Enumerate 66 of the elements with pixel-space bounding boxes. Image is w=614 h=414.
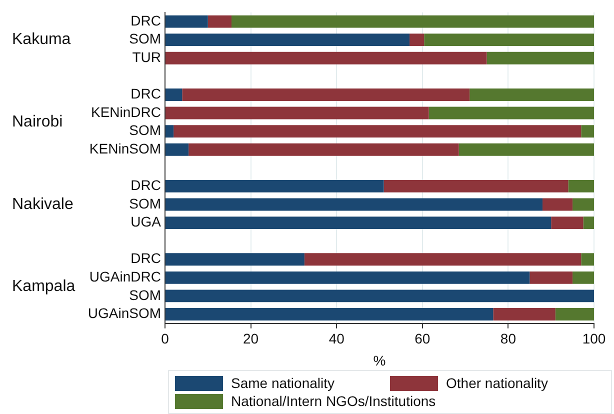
bar	[384, 180, 568, 192]
x-tick-label: 60	[414, 330, 430, 347]
y-tick-label: TUR	[132, 48, 161, 65]
bar	[572, 198, 594, 211]
bar	[530, 271, 573, 284]
bar	[166, 143, 189, 156]
bar	[551, 216, 584, 230]
x-tick-label: 40	[328, 330, 345, 347]
bar	[166, 52, 487, 64]
bar	[174, 125, 582, 138]
bar	[555, 308, 594, 320]
y-tick-label: DRC	[130, 177, 161, 194]
legend-label: Same nationality	[231, 375, 335, 391]
y-tick-label: UGAinSOM	[88, 305, 161, 322]
x-axis-title: %	[373, 352, 386, 368]
x-tick-label: 100	[582, 330, 606, 347]
bar	[542, 198, 573, 211]
y-tick-label: SOM	[129, 122, 161, 138]
y-tick-label: DRC	[130, 250, 161, 266]
bar	[583, 216, 594, 230]
bar	[166, 216, 552, 230]
legend-label: Other nationality	[446, 375, 548, 391]
text: Nairobi	[12, 114, 63, 131]
bar	[581, 125, 594, 138]
y-tick-label: DRC	[130, 12, 161, 28]
bar	[166, 198, 543, 211]
y-tick-label: DRC	[130, 86, 161, 102]
bar	[304, 253, 582, 266]
text: Kakuma	[12, 31, 71, 48]
bar	[231, 15, 594, 28]
bar	[188, 143, 459, 156]
bar	[424, 34, 594, 46]
y-tick-label: UGAinDRC	[89, 268, 161, 285]
bar	[493, 308, 556, 320]
y-tick-label: KENinSOM	[89, 140, 161, 156]
bar	[166, 34, 410, 46]
y-tick-label: KENinDRC	[90, 104, 161, 120]
bar	[572, 271, 594, 284]
bar	[166, 253, 304, 266]
y-tick-label: SOM	[129, 286, 161, 303]
bar	[166, 106, 429, 120]
bar	[166, 125, 174, 138]
bar	[166, 88, 182, 101]
bar	[458, 143, 594, 156]
x-tick-label: 0	[161, 330, 170, 347]
x-tick-label: 80	[500, 330, 516, 347]
bar	[208, 15, 232, 28]
bar	[166, 180, 384, 192]
y-tick-label: SOM	[129, 195, 161, 212]
bar	[581, 253, 594, 266]
text: Nakivale	[12, 196, 74, 213]
bar	[166, 290, 594, 302]
text: Kampala	[12, 278, 76, 296]
bar	[428, 106, 594, 120]
y-tick-label: UGA	[130, 214, 162, 230]
bar	[166, 308, 494, 320]
bar	[182, 88, 470, 101]
bar	[486, 52, 594, 64]
bar	[470, 88, 594, 101]
bar	[166, 15, 208, 28]
legend-label: National/Intern NGOs/Institutions	[231, 393, 436, 409]
bar	[166, 271, 530, 284]
x-tick-label: 20	[243, 330, 259, 347]
y-tick-label: SOM	[129, 30, 161, 47]
bar	[410, 34, 424, 46]
bar	[568, 180, 594, 192]
